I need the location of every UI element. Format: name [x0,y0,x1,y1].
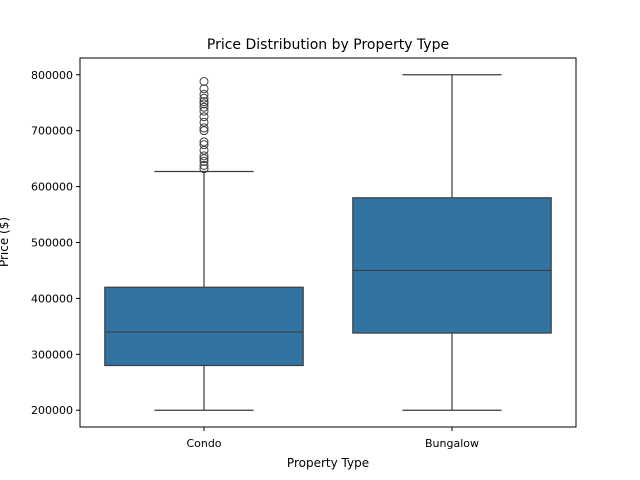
outlier-point [199,164,209,174]
y-axis: 200000 300000 400000 500000 600000 700000 8000… [31,69,80,417]
box-condo [104,76,304,411]
outlier-point [199,93,209,103]
y-axis-label: Price ($) [0,217,11,267]
y-tick-label: 600000 [31,181,73,194]
y-tick-label: 500000 [31,237,73,250]
outlier-point [199,106,209,116]
outlier-point [199,97,209,107]
y-tick-label: 700000 [31,125,73,138]
x-tick-label: Condo [186,437,221,450]
y-tick-label: 400000 [31,292,73,305]
plot-area [104,74,552,411]
box-iqr [104,286,304,367]
outlier-point [199,117,209,127]
y-tick-label: 800000 [31,69,73,82]
x-tick-label: Bungalow [425,437,479,450]
y-tick-label: 300000 [31,348,73,361]
plot-frame [79,57,577,428]
outlier-point [199,102,209,112]
chart-title: Price Distribution by Property Type [207,37,449,53]
outlier-point [199,137,209,147]
outlier-point [199,151,209,161]
box-bungalow [352,74,552,411]
outlier-point [199,76,209,86]
outlier-point [199,123,209,133]
box-iqr [352,197,552,334]
outlier-point [199,89,209,99]
outlier-point [199,99,209,109]
y-tick-label: 200000 [31,404,73,417]
x-axis: Condo Bungalow [186,427,479,450]
outlier-point [199,84,209,94]
outlier-point [199,140,209,150]
x-axis-label: Property Type [287,456,369,470]
outlier-point [199,156,209,166]
outlier-point [199,160,209,170]
outlier-point [199,112,209,122]
